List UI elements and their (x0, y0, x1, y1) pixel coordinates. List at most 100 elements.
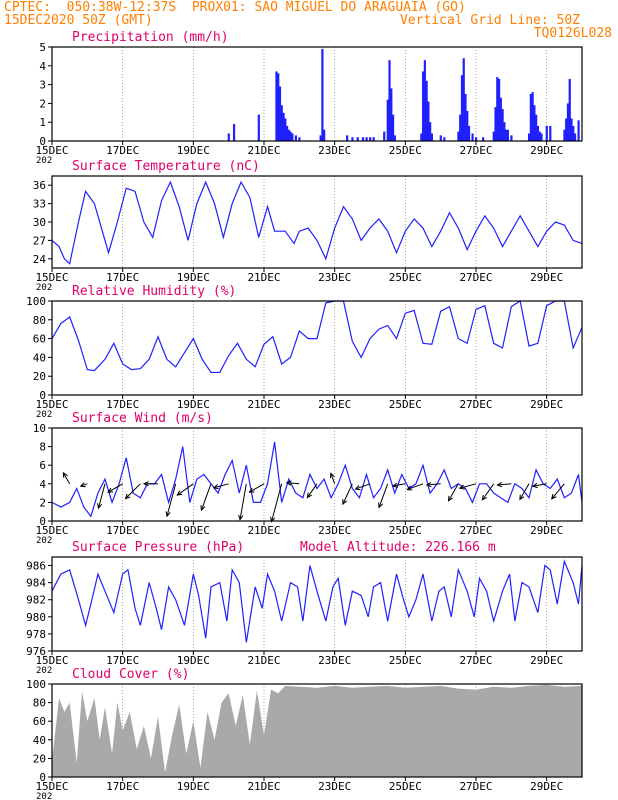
precip-bar (499, 97, 502, 141)
wind-arrow (176, 483, 194, 496)
precip-bar (462, 58, 465, 141)
wind-arrow-shaft (459, 483, 477, 489)
precip-bar (482, 137, 485, 141)
precip-bar (466, 110, 469, 141)
wind-arrow-shaft (239, 483, 247, 520)
precip-bar (430, 133, 434, 141)
wind-arrow-shaft (166, 483, 177, 517)
pres-ytick-label: 976 (26, 645, 46, 658)
wind-frame (51, 427, 583, 522)
precip-bar (503, 122, 506, 141)
wind-arrow-head (354, 485, 361, 491)
temp-xtick-label: 23DEC (318, 271, 351, 284)
precip-bar (420, 133, 423, 141)
precip-bar (294, 135, 297, 141)
cloud-ytick-label: 40 (33, 734, 46, 747)
rh-ytick-label: 40 (33, 351, 46, 364)
temp-ytick-label: 24 (33, 253, 47, 266)
header-model-id: TQ0126L028 (533, 26, 612, 41)
wind-arrow-shaft (448, 483, 459, 502)
temp-xtick-label: 21DEC (247, 271, 280, 284)
wind-arrow-shaft (200, 483, 212, 511)
precip-bar (443, 137, 446, 141)
rh-xtick-label: 21DEC (247, 398, 280, 411)
precip-bar (533, 105, 536, 141)
precip-bar (277, 73, 280, 141)
wind-arrow-shaft (80, 483, 88, 487)
wind-ytick-label: 8 (39, 441, 46, 454)
precip-bar (457, 131, 460, 141)
rh-ytick-label: 60 (33, 333, 46, 346)
wind-arrow-shaft (176, 483, 194, 496)
wind-arrow-head (425, 482, 432, 488)
wind-arrow-shaft (286, 482, 300, 485)
precip-bar (570, 118, 573, 141)
header: CPTEC: 050:38W-12:37S PROX01: SAO MIGUEL… (0, 0, 618, 44)
wind-arrow-shaft (482, 483, 495, 501)
temp-xtick-label: 17DEC (106, 271, 139, 284)
precip-bar (464, 94, 467, 141)
precip-bar (425, 80, 428, 141)
rh-line (51, 300, 583, 374)
precip-xtick-label: 23DEC (318, 144, 351, 157)
wind-arrow-head (285, 480, 292, 486)
temp-xtick-label: 25DEC (389, 271, 422, 284)
pres-title: Surface Pressure (hPa) (72, 540, 244, 555)
precip-bar (566, 103, 570, 141)
pres-line (51, 559, 583, 643)
wind-arrow-head (378, 502, 383, 509)
precip-bar (545, 125, 548, 141)
rh-ytick-label: 0 (39, 389, 46, 402)
wind-arrow-head (329, 472, 335, 479)
precip-bar (257, 114, 260, 141)
precip-bar (388, 60, 391, 141)
wind-arrow-head (238, 514, 244, 521)
precip-xtick-label: 15DEC (35, 144, 68, 157)
cloud-xtick-label: 21DEC (247, 780, 280, 793)
precip-bar (383, 131, 386, 141)
wind-arrow (200, 483, 212, 512)
pres-xtick-label: 19DEC (177, 654, 210, 667)
precip-bar (423, 60, 426, 141)
wind-arrow-head (447, 495, 453, 502)
precip-bar (467, 125, 471, 141)
rh-xtick-label: 25DEC (389, 398, 422, 411)
wind-ytick-label: 6 (39, 459, 46, 472)
precip-bar (563, 129, 566, 141)
precip-bar (285, 125, 289, 141)
wind-arrow (107, 483, 123, 493)
rh-frame (51, 300, 583, 396)
precip-bar (429, 122, 432, 141)
pres-xtick-label: 21DEC (247, 654, 280, 667)
cloud-xtick-label: 27DEC (459, 780, 492, 793)
wind-arrow-shaft (532, 483, 547, 487)
temp-year-label: 202 (36, 283, 52, 293)
wind-arrow-shaft (551, 483, 565, 500)
wind-arrow-head (342, 499, 348, 506)
rh-xtick-label: 19DEC (177, 398, 210, 411)
precip-bar (319, 135, 322, 141)
precip-bar (505, 129, 508, 141)
precip-bar (459, 114, 462, 141)
precip-bar (439, 135, 442, 141)
temp-ytick-label: 27 (33, 234, 46, 247)
cloud-ytick-label: 0 (39, 771, 46, 784)
rh-ytick-label: 20 (33, 370, 46, 383)
header-station-line: CPTEC: 050:38W-12:37S PROX01: SAO MIGUEL… (4, 0, 466, 15)
cloud-xtick-label: 17DEC (106, 780, 139, 793)
cloud-area (52, 684, 582, 777)
rh-xtick-label: 15DEC (35, 398, 68, 411)
wind-arrow (270, 483, 283, 523)
pres-xtick-label: 17DEC (106, 654, 139, 667)
precip-bar (282, 112, 285, 141)
wind-arrow-shaft (378, 483, 389, 508)
wind-arrow-shaft (355, 483, 371, 490)
pres-xtick-label: 29DEC (530, 654, 563, 667)
precip-bar (501, 109, 504, 141)
wind-arrow-head (406, 485, 413, 491)
wind-arrow (238, 483, 247, 521)
wind-arrow (481, 483, 495, 501)
wind-arrow-head (531, 482, 538, 489)
wind-arrow-shaft (271, 483, 283, 522)
wind-arrow-head (165, 511, 171, 518)
